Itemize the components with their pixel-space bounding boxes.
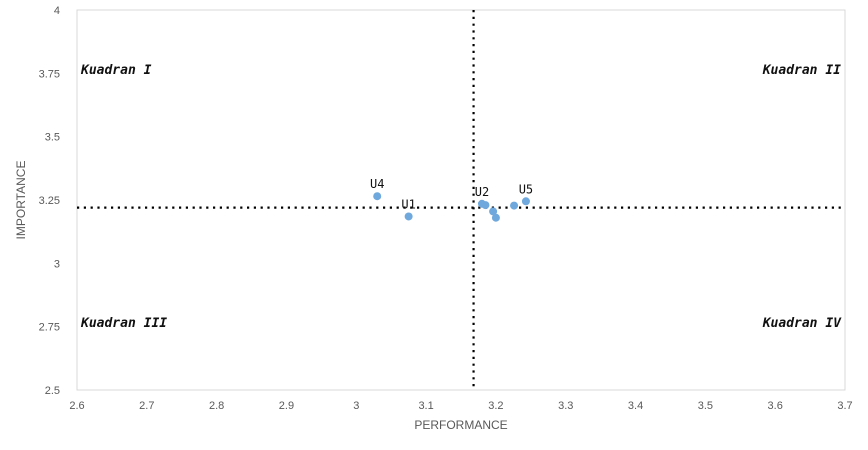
x-tick-label: 3.4	[628, 400, 643, 412]
y-tick-label: 3	[54, 258, 60, 270]
x-tick-label: 3.1	[418, 400, 433, 412]
y-axis-title: IMPORTANCE	[14, 161, 28, 240]
y-tick-label: 2.75	[39, 322, 60, 334]
x-tick-label: 3	[353, 400, 359, 412]
y-tick-label: 2.5	[45, 385, 60, 397]
y-tick-label: 3.25	[39, 195, 60, 207]
data-point	[481, 201, 490, 210]
data-point	[404, 212, 413, 221]
y-tick-label: 4	[54, 5, 60, 17]
x-tick-label: 2.6	[69, 400, 84, 412]
data-point-label: U1	[401, 197, 415, 211]
data-points: U4 U1 U2 U5	[370, 177, 533, 222]
data-point-label: U2	[475, 185, 489, 199]
quadrant-labels: Kuadran I Kuadran II Kuadran III Kuadran IV	[80, 63, 842, 331]
data-point	[510, 201, 519, 210]
y-tick-label: 3.5	[45, 132, 60, 144]
data-point-label: U5	[519, 182, 533, 196]
data-point-label: U4	[370, 177, 384, 191]
data-point	[373, 192, 382, 201]
x-tick-label: 3.7	[837, 400, 852, 412]
x-tick-label: 3.2	[488, 400, 503, 412]
quadrant-label-3: Kuadran III	[80, 316, 167, 331]
data-point	[521, 197, 530, 206]
y-tick-label: 3.75	[39, 68, 60, 80]
y-axis-ticks: 2.5 2.75 3 3.25 3.5 3.75 4	[39, 5, 60, 397]
x-tick-label: 2.9	[279, 400, 294, 412]
x-tick-label: 3.3	[558, 400, 573, 412]
x-tick-label: 3.6	[768, 400, 783, 412]
x-axis-ticks: 2.6 2.7 2.8 2.9 3 3.1 3.2 3.3 3.4 3.5 3.6 3.7	[69, 400, 852, 412]
reference-lines	[77, 10, 845, 390]
quadrant-label-1: Kuadran I	[80, 63, 152, 78]
x-tick-label: 2.8	[209, 400, 224, 412]
x-axis-title: PERFORMANCE	[414, 418, 507, 432]
quadrant-label-2: Kuadran II	[762, 63, 841, 78]
data-point	[489, 207, 498, 216]
x-tick-label: 2.7	[139, 400, 154, 412]
data-point	[491, 213, 500, 222]
plot-area	[76, 9, 846, 391]
quadrant-label-4: Kuadran IV	[762, 316, 842, 331]
x-tick-label: 3.5	[698, 400, 713, 412]
